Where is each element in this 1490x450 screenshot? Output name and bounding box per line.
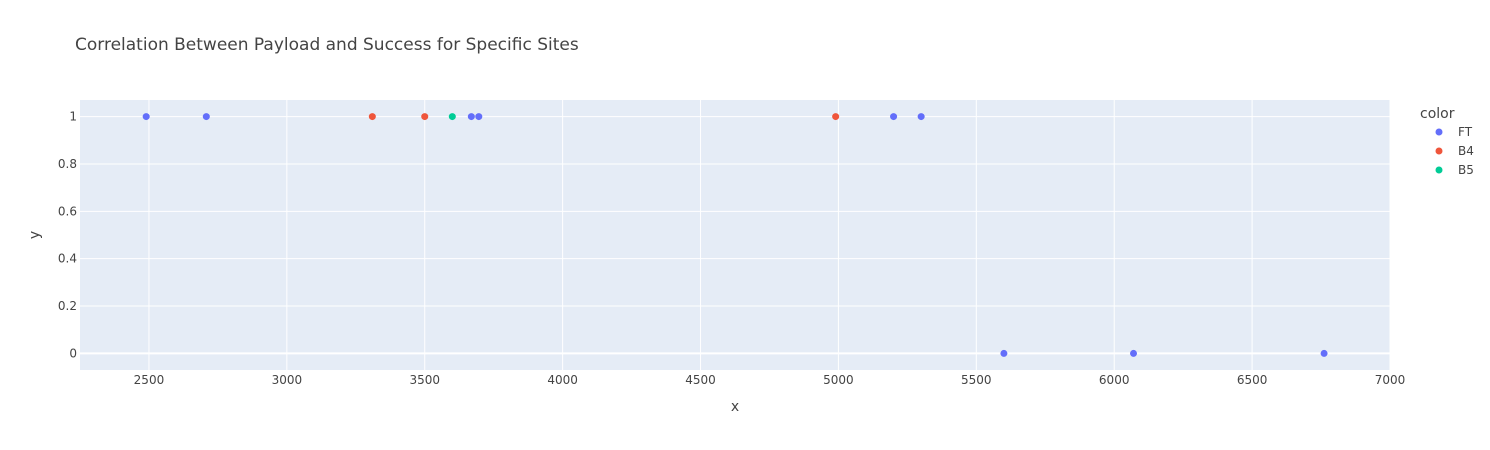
- x-tick-label: 5000: [823, 373, 854, 387]
- x-tick-label: 5500: [961, 373, 992, 387]
- x-tick-label: 2500: [134, 373, 165, 387]
- legend-item-label[interactable]: FT: [1458, 125, 1473, 139]
- tick-labels: 2500 3000 3500 4000 4500 5000 5500 6000 6500 7000…: [58, 110, 1405, 387]
- data-point[interactable]: [917, 113, 925, 121]
- data-point[interactable]: [467, 113, 475, 121]
- y-tick-label: 0: [69, 346, 77, 360]
- y-tick-label: 0.4: [58, 252, 77, 266]
- legend-item-label[interactable]: B5: [1458, 163, 1474, 177]
- data-point[interactable]: [448, 113, 456, 121]
- data-point[interactable]: [368, 113, 376, 121]
- data-point[interactable]: [890, 113, 898, 121]
- legend-item-label[interactable]: B4: [1458, 144, 1474, 158]
- legend-marker: [1435, 166, 1443, 174]
- data-point[interactable]: [142, 113, 150, 121]
- x-tick-label: 4500: [685, 373, 716, 387]
- legend-title: color: [1420, 106, 1455, 122]
- chart-title: Correlation Between Payload and Success …: [75, 35, 579, 55]
- data-point[interactable]: [421, 113, 429, 121]
- x-tick-label: 6500: [1237, 373, 1268, 387]
- x-tick-label: 3000: [272, 373, 303, 387]
- x-tick-label: 3500: [409, 373, 440, 387]
- legend-marker: [1435, 128, 1443, 136]
- x-axis-title: x: [731, 399, 739, 415]
- y-tick-label: 0.8: [58, 157, 77, 171]
- grid-lines: [80, 100, 1391, 370]
- y-tick-label: 1: [69, 110, 77, 124]
- data-point[interactable]: [1000, 349, 1008, 357]
- y-axis-title: y: [27, 231, 43, 239]
- legend: color FT B4 B5: [1420, 106, 1474, 177]
- data-point[interactable]: [475, 113, 483, 121]
- x-tick-label: 7000: [1375, 373, 1406, 387]
- y-tick-label: 0.2: [58, 299, 77, 313]
- data-points: [142, 113, 1328, 357]
- plot-area: [80, 100, 1390, 370]
- data-point[interactable]: [1130, 349, 1138, 357]
- data-point[interactable]: [1320, 349, 1328, 357]
- x-tick-label: 4000: [547, 373, 578, 387]
- legend-marker: [1435, 147, 1443, 155]
- data-point[interactable]: [202, 113, 210, 121]
- y-tick-label: 0.6: [58, 204, 77, 218]
- data-point[interactable]: [832, 113, 840, 121]
- x-tick-label: 6000: [1099, 373, 1130, 387]
